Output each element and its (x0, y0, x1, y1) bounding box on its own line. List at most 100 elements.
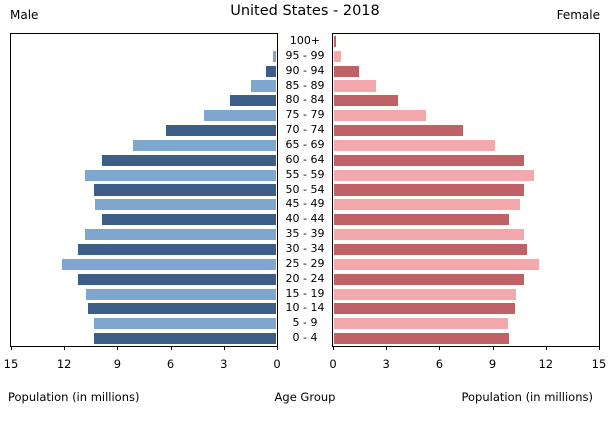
female-series-label: Female (556, 8, 600, 22)
age-group-label-75-79: 75 - 79 (285, 108, 325, 122)
female-bar-row (333, 242, 599, 257)
x-tick-label: 3 (220, 357, 228, 371)
male-bar-row (11, 212, 277, 227)
age-group-label-80-84: 80 - 84 (285, 93, 325, 107)
male-bar-row (11, 331, 277, 346)
male-bar-row (11, 64, 277, 79)
male-bar-row (11, 49, 277, 64)
male-bar-50-54 (92, 183, 277, 197)
age-group-label-35-39: 35 - 39 (285, 227, 325, 241)
male-bar-55-59 (83, 168, 277, 182)
age-group-label-25-29: 25 - 29 (285, 256, 325, 270)
female-bar-row (333, 79, 599, 94)
x-axis-label-right: Population (in millions) (461, 390, 594, 404)
female-bar-row (333, 123, 599, 138)
female-bar-50-54 (333, 183, 525, 197)
female-bar-row (333, 197, 599, 212)
x-tick (11, 346, 12, 350)
x-tick-label: 12 (538, 357, 554, 371)
female-bar-45-49 (333, 198, 521, 212)
female-bar-row (333, 153, 599, 168)
male-series-label: Male (10, 8, 39, 22)
female-bar-row (333, 168, 599, 183)
age-group-label-10-14: 10 - 14 (285, 301, 325, 315)
male-bar-row (11, 227, 277, 242)
female-bar-row (333, 138, 599, 153)
male-bar-35-39 (83, 228, 277, 242)
male-bar-row (11, 257, 277, 272)
male-bar-row (11, 123, 277, 138)
female-bar-55-59 (333, 168, 536, 182)
male-bar-row (11, 316, 277, 331)
x-tick (439, 346, 441, 350)
female-bar-row (333, 316, 599, 331)
x-tick (333, 346, 334, 350)
x-axis-label-center: Age Group (274, 390, 336, 404)
age-group-label-55-59: 55 - 59 (285, 167, 325, 181)
x-tick (64, 346, 66, 350)
male-bar-20-24 (76, 272, 277, 286)
age-group-label-column: 100+ 95 - 99 90 - 94 85 - 89 80 - 84 75 - 79 7… (278, 33, 332, 345)
x-tick-label: 0 (273, 357, 281, 371)
x-tick (599, 346, 600, 350)
female-bar-row (333, 227, 599, 242)
age-group-label-95-99: 95 - 99 (285, 48, 325, 62)
age-group-label-65-69: 65 - 69 (285, 137, 325, 151)
female-bar-row (333, 331, 599, 346)
female-axes-panel (332, 33, 600, 347)
x-tick-label: 0 (329, 357, 337, 371)
age-group-label-5-9: 5 - 9 (292, 316, 318, 330)
female-bar-row (333, 301, 599, 316)
female-bar-90-94 (333, 64, 360, 78)
female-bar-row (333, 34, 599, 49)
male-bar-row (11, 168, 277, 183)
female-bar-80-84 (333, 94, 399, 108)
male-bar-5-9 (92, 317, 277, 331)
male-bar-row (11, 183, 277, 198)
female-bar-0-4 (333, 332, 511, 346)
male-bar-70-74 (165, 124, 277, 138)
age-group-label-45-49: 45 - 49 (285, 197, 325, 211)
x-tick (223, 346, 225, 350)
female-bar-35-39 (333, 228, 525, 242)
female-bar-row (333, 272, 599, 287)
female-bar-row (333, 64, 599, 79)
male-bar-row (11, 301, 277, 316)
x-tick (170, 346, 172, 350)
female-bar-40-44 (333, 213, 511, 227)
male-bar-row (11, 287, 277, 302)
female-bar-25-29 (333, 257, 541, 271)
x-tick (277, 346, 278, 350)
female-bar-70-74 (333, 124, 465, 138)
male-bar-85-89 (250, 79, 277, 93)
age-group-label-40-44: 40 - 44 (285, 212, 325, 226)
age-group-label-85-89: 85 - 89 (285, 78, 325, 92)
male-bar-90-94 (264, 64, 277, 78)
female-bar-65-69 (333, 138, 497, 152)
female-bar-30-34 (333, 242, 529, 256)
female-bar-row (333, 49, 599, 64)
female-bar-5-9 (333, 317, 509, 331)
chart-title: United States - 2018 (230, 3, 380, 19)
male-bar-60-64 (101, 153, 277, 167)
age-group-label-50-54: 50 - 54 (285, 182, 325, 196)
female-bar-row (333, 287, 599, 302)
age-group-label-70-74: 70 - 74 (285, 123, 325, 137)
male-bar-65-69 (131, 138, 277, 152)
male-bar-10-14 (87, 302, 277, 316)
male-bar-80-84 (229, 94, 277, 108)
age-group-label-90-94: 90 - 94 (285, 63, 325, 77)
male-bar-row (11, 138, 277, 153)
x-tick (545, 346, 547, 350)
x-tick-label: 9 (113, 357, 122, 371)
female-bar-100+ (333, 34, 337, 48)
female-bar-10-14 (333, 302, 516, 316)
male-bar-row (11, 34, 277, 49)
x-tick-label: 6 (435, 357, 444, 371)
x-tick-label: 15 (591, 357, 607, 371)
x-tick (386, 346, 388, 350)
x-tick-label: 6 (166, 357, 175, 371)
male-bar-row (11, 153, 277, 168)
x-tick-label: 9 (488, 357, 497, 371)
